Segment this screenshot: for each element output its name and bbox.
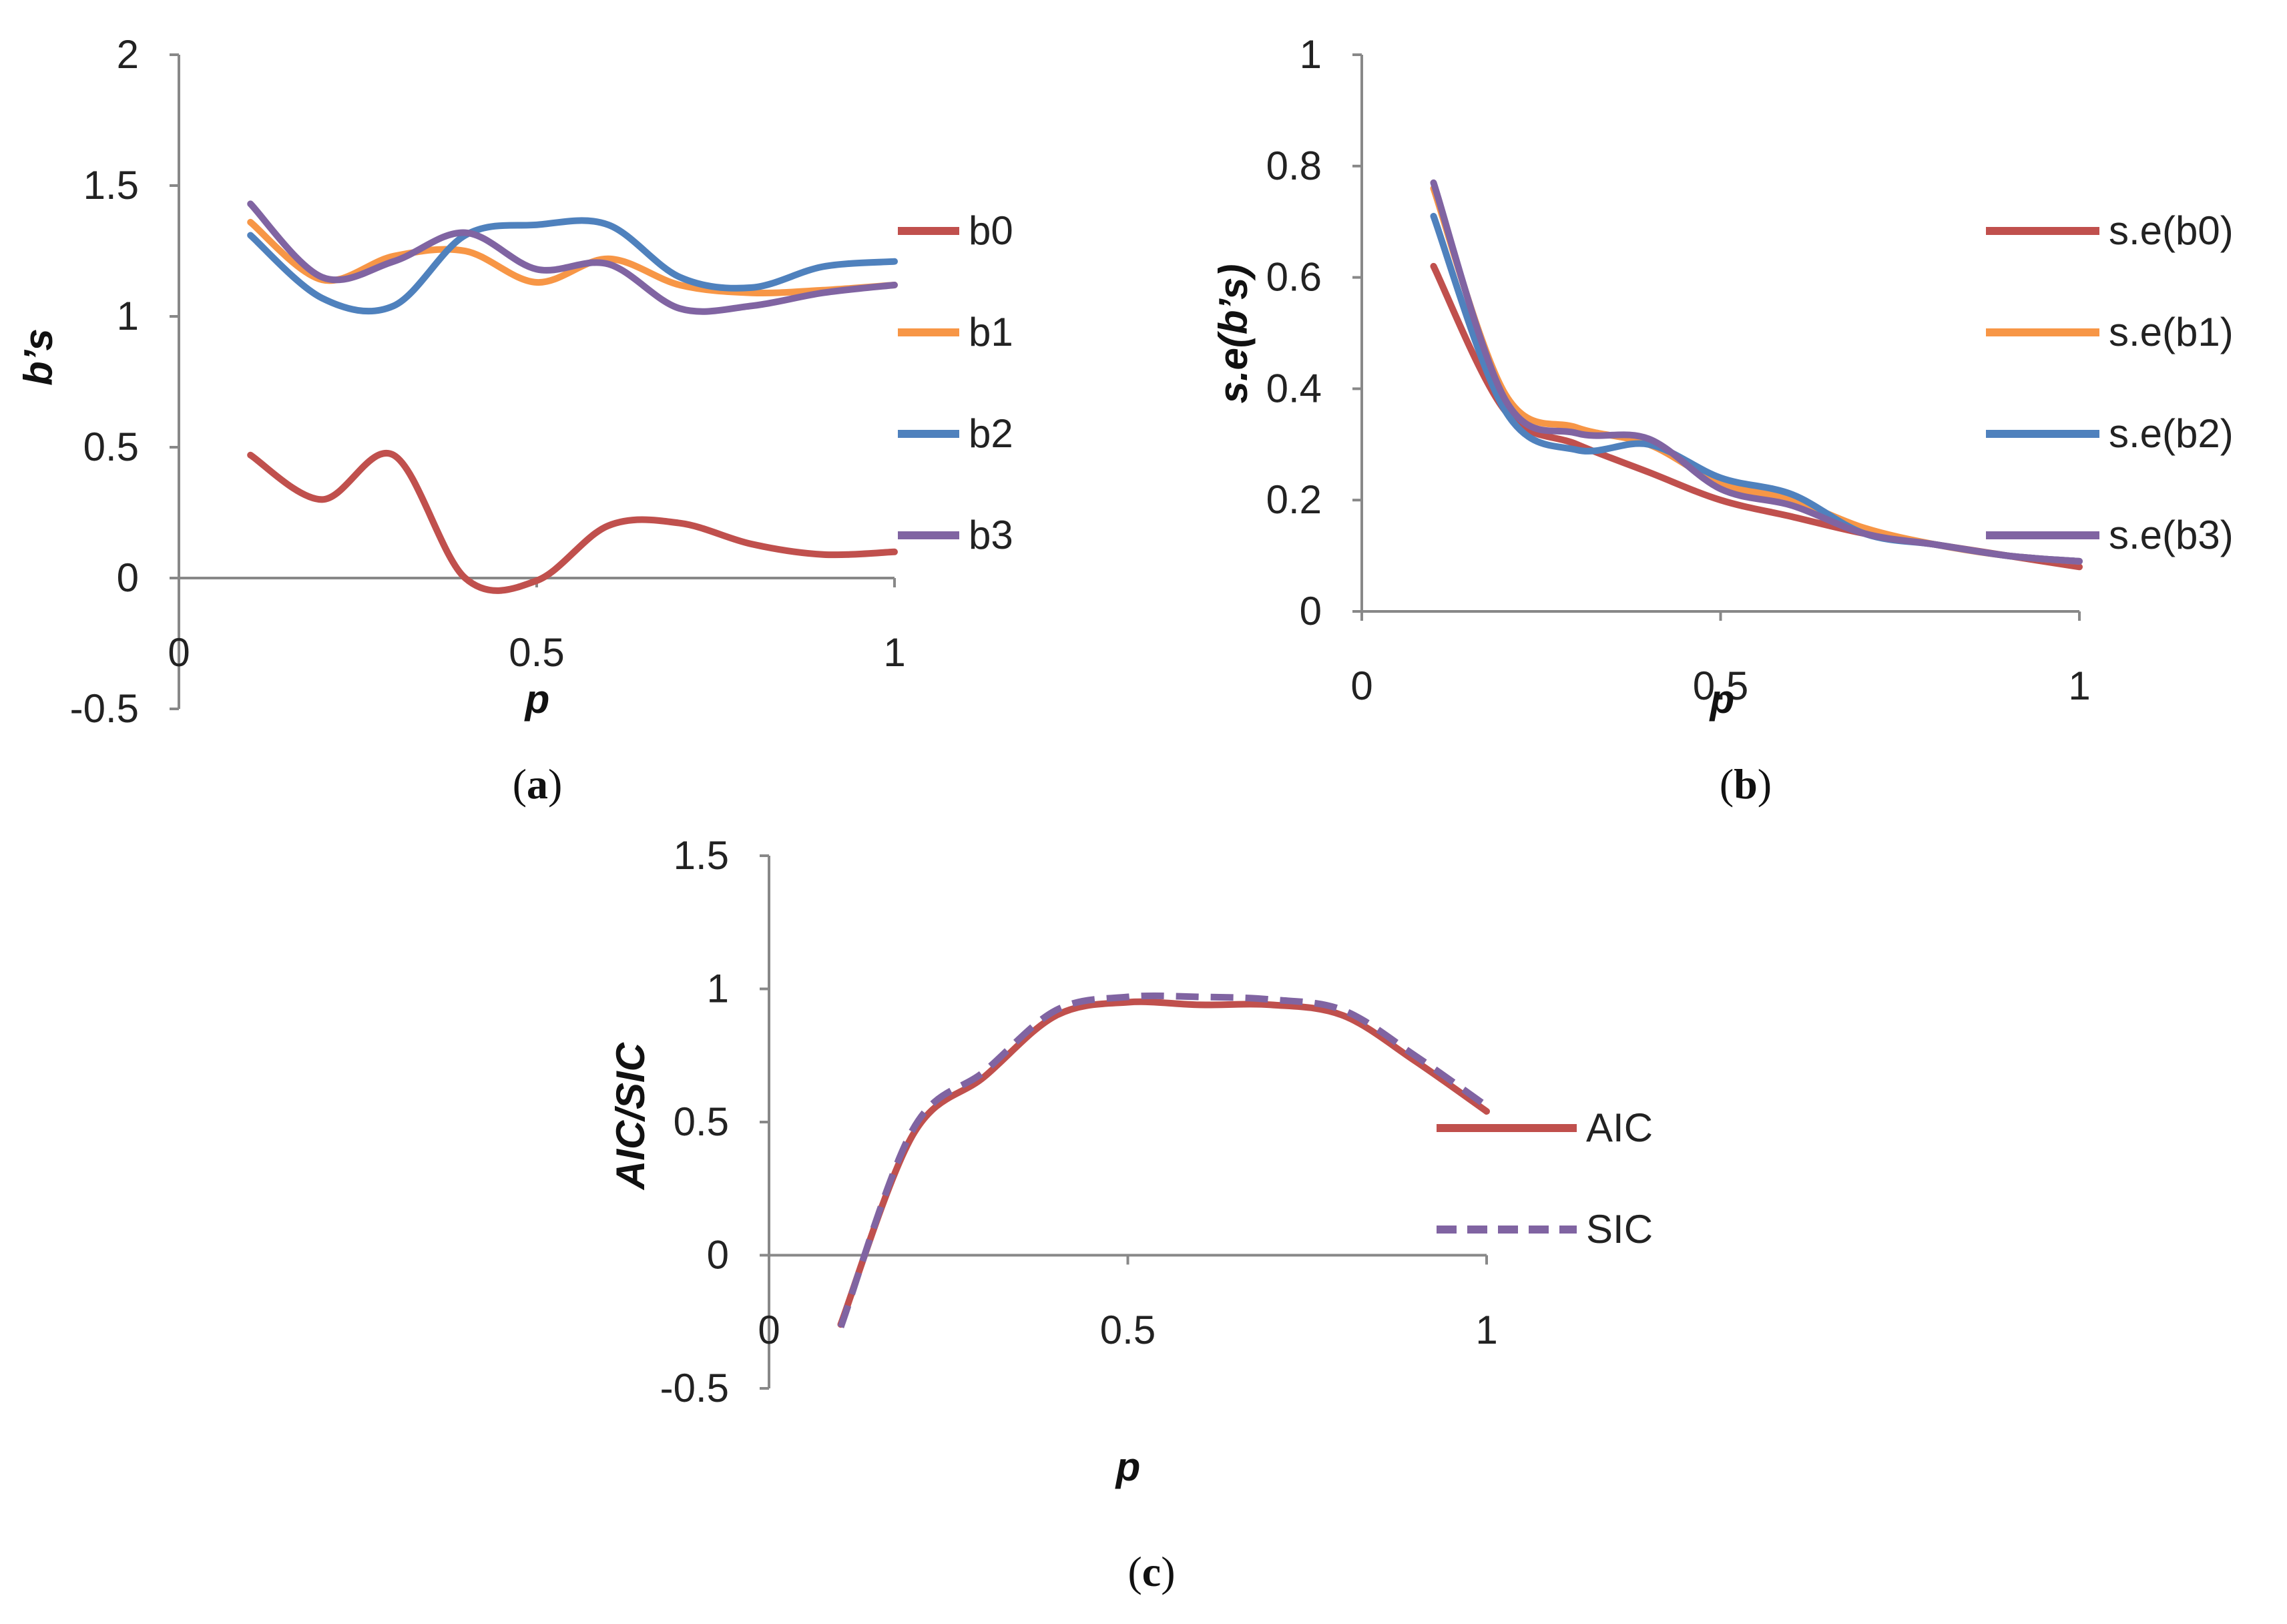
panel-label-paren: ( <box>513 760 527 808</box>
y-tick-label: 0.2 <box>1266 477 1322 522</box>
panel-label-letter: b <box>1734 760 1758 808</box>
y-axis-title: s.e(b’s) <box>1211 264 1256 404</box>
legend-label: b0 <box>969 208 1013 253</box>
y-axis-title: b’s <box>16 328 61 386</box>
y-tick-label: -0.5 <box>660 1366 729 1410</box>
series-line-b3 <box>247 200 898 315</box>
x-axis-title: p <box>1115 1444 1141 1489</box>
y-tick-label: 0 <box>707 1233 729 1278</box>
legend-label: SIC <box>1586 1207 1653 1252</box>
y-tick-label: 1 <box>1300 32 1322 77</box>
series-line-b0 <box>247 450 898 594</box>
series-line-b2 <box>247 217 898 315</box>
x-tick-label: 0 <box>168 630 190 675</box>
x-axis-title: p <box>524 677 550 722</box>
x-tick-label: 0.5 <box>509 630 564 675</box>
panel-label-letter: a <box>527 760 548 808</box>
y-tick-label: 2 <box>117 32 139 77</box>
y-tick-label: -0.5 <box>70 686 139 731</box>
panel-label: (a) <box>513 760 563 808</box>
y-tick-label: 0 <box>1300 589 1322 633</box>
y-tick-label: 1 <box>707 967 729 1011</box>
y-tick-label: 0.6 <box>1266 255 1322 300</box>
y-tick-label: 1.5 <box>83 163 139 208</box>
legend-label: b3 <box>969 513 1013 557</box>
legend-label: s.e(b1) <box>2109 310 2234 354</box>
panel-label-paren: ( <box>1127 1548 1141 1595</box>
x-tick-label: 0.5 <box>1100 1308 1156 1352</box>
y-tick-label: 0.5 <box>83 425 139 469</box>
panel-label-letter: c <box>1142 1548 1161 1595</box>
panel-label-paren: ) <box>1161 1548 1175 1595</box>
legend-label: s.e(b2) <box>2109 411 2234 456</box>
y-tick-label: 0.5 <box>674 1099 729 1144</box>
y-tick-label: 1.5 <box>674 833 729 878</box>
panel-label-paren: ) <box>548 760 562 808</box>
x-tick-label: 0.5 <box>1693 663 1748 708</box>
chart-panel-a: -0.5 0 0.5 1 1.5 2 0 0.5 1 p b’s b0 b1 b2 b3 (a) <box>16 32 1013 808</box>
chart-panel-b: 0 0.2 0.4 0.6 0.8 1 0 0.5 1 p s.e(b’s) s.e(b0) s.e(b… <box>1211 32 2234 808</box>
legend-label: AIC <box>1586 1105 1653 1150</box>
x-tick-label: 0 <box>758 1308 780 1352</box>
x-tick-label: 1 <box>883 630 905 675</box>
y-axis-title: AIC/SIC <box>608 1041 653 1191</box>
legend-label: b2 <box>969 411 1013 456</box>
x-tick-label: 1 <box>1475 1308 1497 1352</box>
series-line-s-e-b1- <box>1430 185 2083 565</box>
y-tick-label: 0 <box>117 555 139 600</box>
legend-label: b1 <box>969 310 1013 354</box>
y-tick-label: 1 <box>117 294 139 338</box>
legend-label: s.e(b3) <box>2109 513 2234 557</box>
panel-label: (c) <box>1127 1548 1175 1595</box>
x-tick-label: 0 <box>1350 663 1372 708</box>
y-tick-label: 0.8 <box>1266 144 1322 188</box>
panel-label-paren: ) <box>1758 760 1772 808</box>
series-line-b1 <box>247 218 898 296</box>
legend-label: s.e(b0) <box>2109 208 2234 253</box>
series-line-sic <box>837 992 1489 1328</box>
series-line-s-e-b3- <box>1430 179 2083 565</box>
x-tick-label: 1 <box>2068 663 2090 708</box>
panel-label: (b) <box>1720 760 1772 808</box>
y-tick-label: 0.4 <box>1266 366 1322 411</box>
series-line-aic <box>837 998 1490 1328</box>
panel-label-paren: ( <box>1720 760 1734 808</box>
chart-panel-c: -0.5 0 0.5 1 1.5 0 0.5 1 p AIC/SIC AIC SIC (c) <box>608 833 1653 1595</box>
x-axis-title: p <box>1709 677 1735 722</box>
